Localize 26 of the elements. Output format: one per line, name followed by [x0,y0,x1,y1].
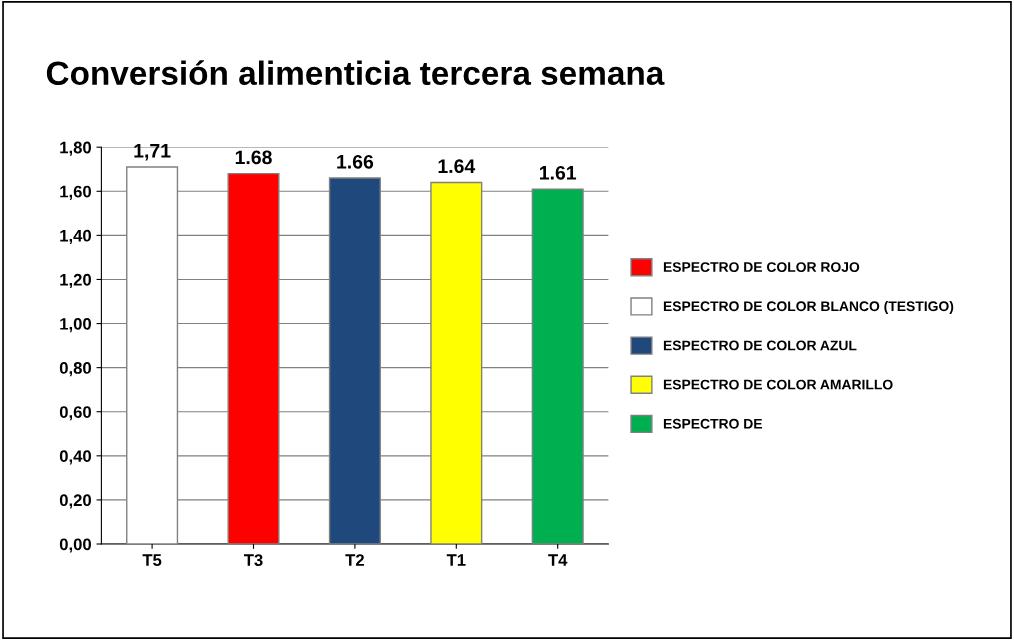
y-tick-label: 0,80 [59,362,91,377]
data-label: 1.61 [540,165,577,180]
y-tick-label: 1,60 [60,185,91,200]
x-tick-label: T5 [142,554,162,566]
legend-label: ESPECTRO DE COLOR AMARILLO [663,379,893,390]
x-tick-label: T1 [446,554,466,566]
y-tick-label: 0,20 [59,494,91,509]
legend-label: ESPECTRO DE COLOR BLANCO (TESTIGO) [663,300,954,314]
y-tick-label: 0,60 [59,406,91,421]
legend-label: ESPECTRO DE COLOR ROJO [663,262,860,272]
data-label: 1.68 [235,150,272,165]
x-tick-label: T4 [548,554,568,566]
y-tick-label: 1,20 [60,273,91,289]
y-tick-label: 0,40 [59,450,91,465]
y-tick-label: 0,00 [59,538,91,553]
legend-label: ESPECTRO DE [663,418,762,429]
data-label: 1,71 [134,144,171,161]
y-tick-label: 1,40 [60,229,91,244]
data-label: 1.66 [337,154,374,169]
chart-title: Conversión alimenticia tercera semana [46,60,665,86]
y-tick-label: 1,00 [60,317,91,333]
x-tick-label: T3 [243,554,263,566]
data-label: 1.64 [438,159,476,174]
y-tick-label: 1,80 [60,141,91,156]
x-tick-label: T2 [345,554,364,566]
legend-label: ESPECTRO DE COLOR AZUL [663,340,857,351]
